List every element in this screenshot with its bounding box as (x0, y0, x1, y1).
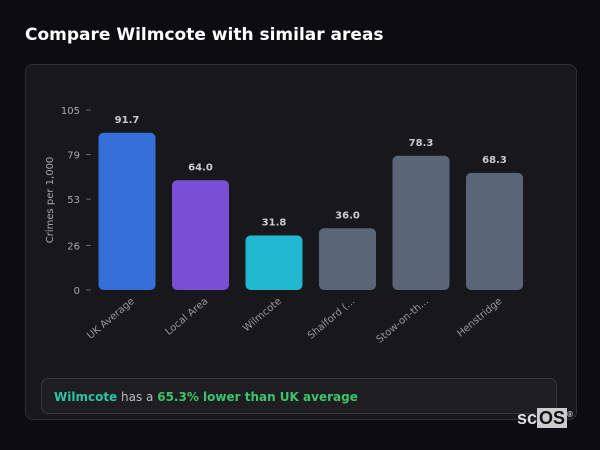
summary-text: has a (117, 390, 158, 404)
y-tick-label: 79 (67, 151, 80, 162)
data-label: 91.7 (115, 115, 140, 126)
bar (172, 180, 229, 290)
x-tick-label: Wilmcote (241, 296, 284, 334)
page-title: Compare Wilmcote with similar areas (25, 25, 384, 45)
data-label: 78.3 (409, 138, 434, 149)
data-label: 31.8 (262, 217, 287, 228)
x-tick-label: Henstridge (455, 296, 504, 340)
y-tick-label: 53 (67, 195, 80, 206)
bar (98, 132, 156, 290)
y-tick-label: 105 (61, 106, 80, 117)
y-axis-label: Crimes per 1,000 (45, 157, 56, 244)
y-tick-label: 0 (74, 286, 80, 297)
data-label: 68.3 (482, 155, 507, 166)
x-tick-label: UK Average (85, 296, 137, 342)
logo-mark: ® (567, 410, 573, 419)
summary-area: Wilmcote (54, 390, 118, 404)
bar (319, 228, 376, 290)
x-tick-label: Shalford (... (306, 296, 358, 342)
summary-banner: Wilmcote has a 65.3% lower than UK avera… (41, 378, 557, 414)
x-tick-label: Local Area (163, 296, 210, 338)
data-label: 36.0 (335, 210, 360, 221)
logo-box: OS (537, 408, 568, 428)
scos-logo: sc OS ® (517, 408, 573, 429)
bar (392, 155, 450, 290)
bar (245, 235, 303, 290)
logo-prefix: sc (517, 408, 538, 428)
bar (466, 172, 523, 290)
data-label: 64.0 (188, 162, 213, 173)
summary-stat: 65.3% lower than UK average (157, 390, 358, 404)
x-tick-label: Stow-on-th... (375, 296, 431, 346)
y-tick-label: 26 (67, 241, 80, 252)
